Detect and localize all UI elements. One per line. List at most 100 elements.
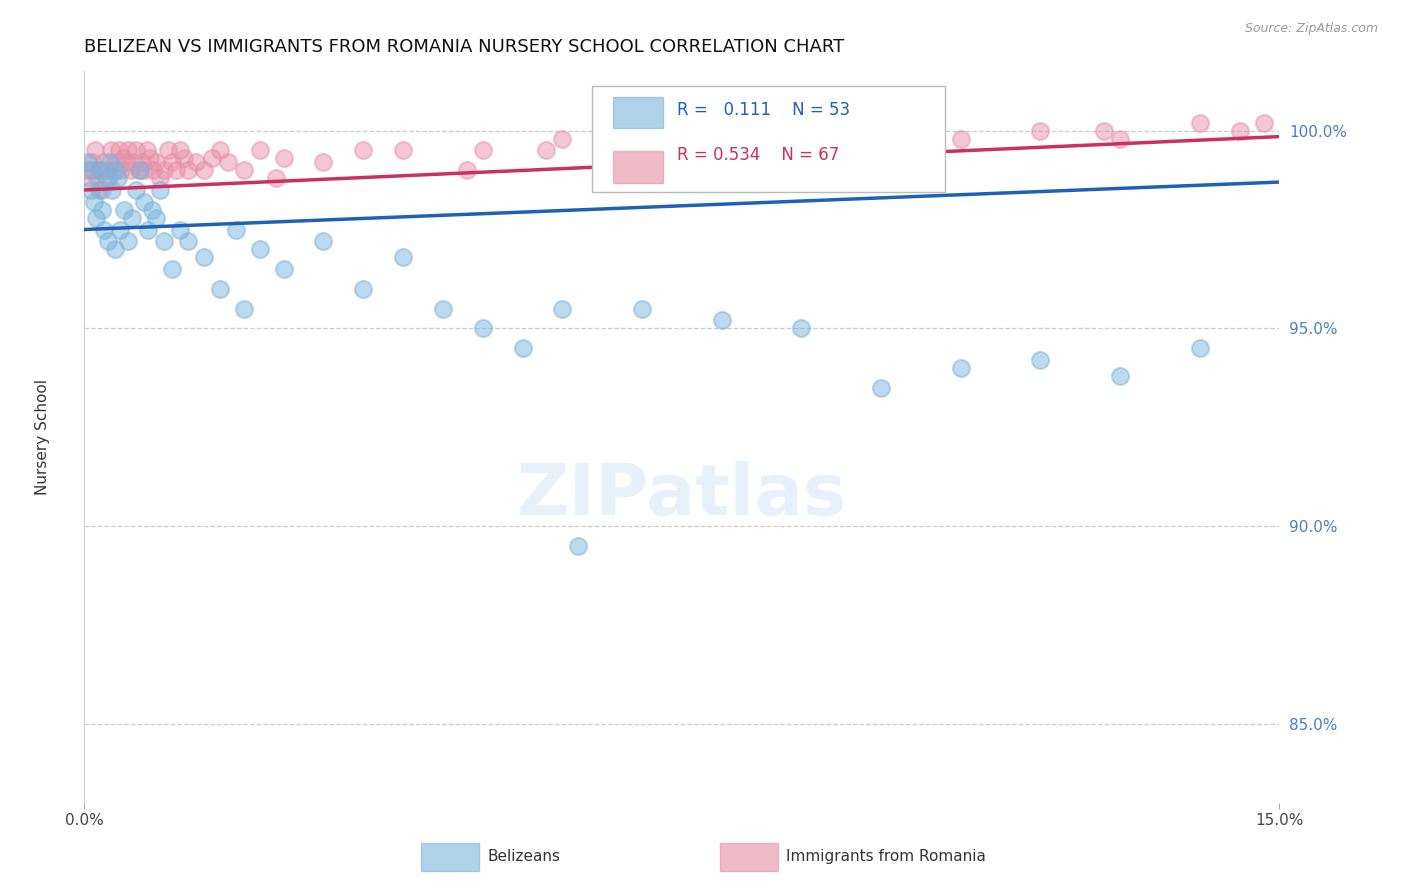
Point — [264, 171, 287, 186]
Point — [249, 242, 271, 256]
Point — [145, 211, 167, 225]
Point — [169, 144, 191, 158]
Point — [131, 155, 153, 169]
Point — [551, 301, 574, 316]
Point — [273, 262, 295, 277]
Point — [249, 144, 271, 158]
Point — [806, 131, 828, 145]
Point — [177, 163, 200, 178]
Point — [352, 144, 374, 158]
Point — [567, 539, 589, 553]
Point — [1188, 116, 1211, 130]
Text: Source: ZipAtlas.com: Source: ZipAtlas.com — [1244, 22, 1378, 36]
Point — [121, 211, 143, 225]
Point — [107, 171, 129, 186]
Point — [93, 155, 115, 169]
Point — [117, 235, 139, 249]
Point — [392, 144, 415, 158]
Point — [117, 144, 139, 158]
Point — [149, 183, 172, 197]
Point — [775, 123, 797, 137]
Point — [193, 163, 215, 178]
Point — [125, 144, 148, 158]
Point — [1029, 123, 1052, 137]
Point — [1092, 123, 1115, 137]
Point — [97, 235, 120, 249]
Point — [100, 144, 122, 158]
Point — [157, 144, 180, 158]
Point — [1188, 341, 1211, 355]
Point — [432, 301, 454, 316]
Point — [77, 155, 100, 169]
Point — [79, 171, 101, 186]
Point — [177, 235, 200, 249]
Point — [870, 123, 893, 137]
Point — [96, 163, 118, 178]
Point — [82, 155, 104, 169]
Point — [76, 163, 98, 178]
Point — [83, 194, 105, 209]
Point — [129, 163, 152, 178]
Point — [87, 183, 110, 197]
Point — [352, 282, 374, 296]
Point — [86, 211, 108, 225]
Point — [160, 262, 183, 277]
Point — [141, 202, 163, 217]
Point — [112, 202, 135, 217]
Point — [105, 155, 128, 169]
Point — [193, 250, 215, 264]
Point — [153, 235, 176, 249]
Point — [153, 163, 176, 178]
Point — [232, 301, 254, 316]
Point — [105, 163, 128, 178]
Point — [631, 131, 654, 145]
FancyBboxPatch shape — [613, 96, 662, 128]
Point — [312, 155, 335, 169]
Point — [456, 163, 478, 178]
Point — [727, 123, 749, 137]
Point — [101, 183, 124, 197]
Point — [145, 155, 167, 169]
FancyBboxPatch shape — [720, 843, 778, 871]
Text: ZIPatlas: ZIPatlas — [517, 461, 846, 530]
Point — [208, 282, 231, 296]
Point — [949, 131, 972, 145]
FancyBboxPatch shape — [613, 151, 662, 183]
Point — [114, 155, 136, 169]
Point — [83, 144, 105, 158]
Point — [96, 171, 118, 186]
Point — [208, 144, 231, 158]
Point — [136, 222, 159, 236]
Point — [184, 155, 207, 169]
Point — [89, 163, 111, 178]
Point — [120, 163, 142, 178]
Point — [138, 152, 160, 166]
Point — [710, 313, 733, 327]
Point — [173, 152, 195, 166]
Point — [1229, 123, 1251, 137]
Point — [110, 222, 132, 236]
Point — [671, 123, 693, 137]
Point — [312, 235, 335, 249]
Point — [82, 163, 104, 178]
Point — [201, 152, 224, 166]
Point — [128, 163, 150, 178]
Point — [217, 155, 239, 169]
Point — [112, 152, 135, 166]
Point — [169, 222, 191, 236]
Point — [160, 155, 183, 169]
Point — [225, 222, 247, 236]
FancyBboxPatch shape — [422, 843, 479, 871]
Point — [98, 155, 121, 169]
Point — [1253, 116, 1275, 130]
FancyBboxPatch shape — [592, 86, 945, 192]
Point — [392, 250, 415, 264]
Point — [471, 321, 494, 335]
Point — [132, 163, 156, 178]
Point — [631, 301, 654, 316]
Point — [536, 144, 558, 158]
Point — [98, 171, 121, 186]
Text: R = 0.534    N = 67: R = 0.534 N = 67 — [678, 146, 839, 164]
Point — [93, 222, 115, 236]
Point — [1029, 353, 1052, 368]
